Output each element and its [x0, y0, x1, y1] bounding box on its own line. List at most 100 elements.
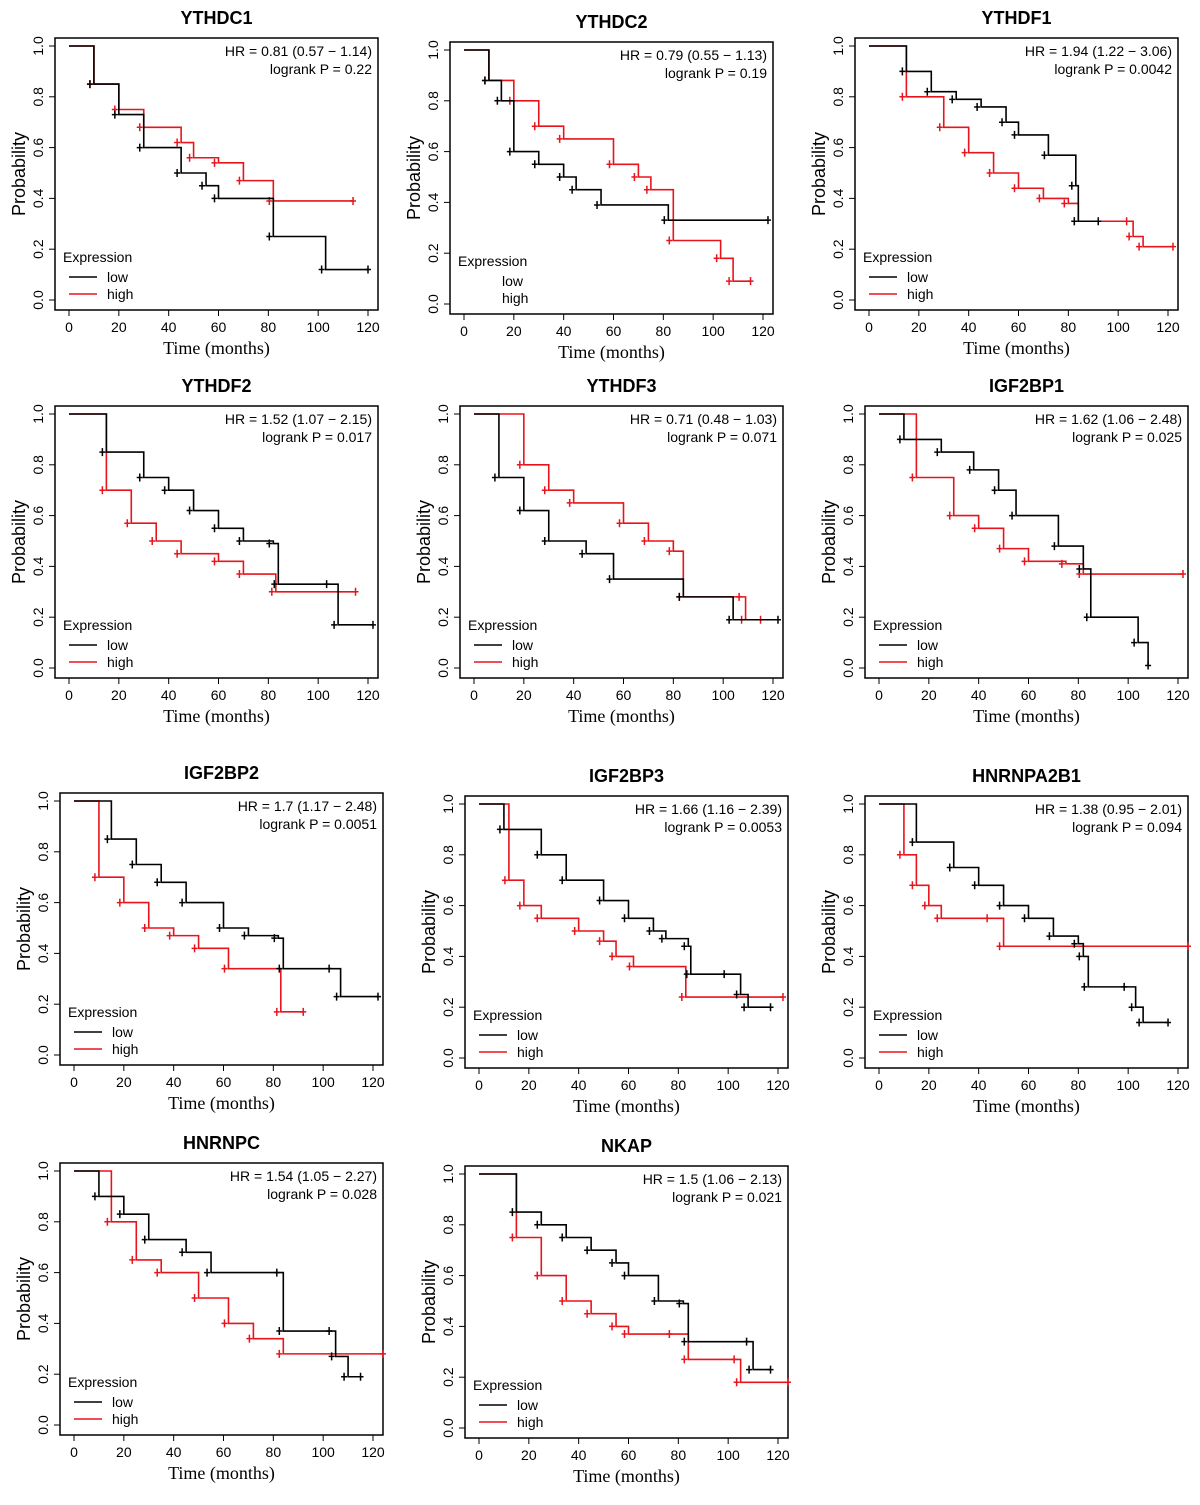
y-tick-label: 0.8	[840, 455, 856, 475]
censor-mark-low	[596, 896, 603, 905]
censor-mark-high	[1021, 557, 1028, 566]
x-tick-label: 20	[911, 319, 927, 335]
y-tick-label: 0.2	[35, 994, 51, 1014]
censor-mark-high	[779, 993, 786, 1002]
survival-curve-high	[879, 413, 1183, 575]
censor-mark-low	[369, 620, 376, 629]
censor-mark-low	[179, 1248, 186, 1257]
censor-mark-low	[676, 592, 683, 601]
survival-curve-high	[69, 413, 356, 593]
x-tick-label: 120	[361, 1074, 385, 1090]
x-tick-label: 0	[875, 1077, 883, 1093]
x-tick-label: 20	[116, 1074, 132, 1090]
censor-mark-low	[584, 1246, 591, 1255]
censor-mark-low	[896, 435, 903, 444]
censor-mark-high	[961, 148, 968, 157]
censor-mark-high	[268, 587, 275, 596]
legend-title: Expression	[468, 617, 537, 633]
survival-curve-low	[879, 803, 1169, 1024]
x-tick-label: 20	[111, 687, 127, 703]
x-tick-label: 20	[921, 687, 937, 703]
censor-mark-low	[541, 537, 548, 545]
x-tick-label: 40	[571, 1077, 587, 1093]
plot-frame	[449, 41, 774, 315]
y-tick-label: 0.6	[35, 893, 51, 913]
y-tick-label: 0.0	[30, 290, 46, 310]
hazard-ratio: HR = 0.71 (0.48 − 1.03)	[630, 411, 777, 427]
survival-curve-low	[869, 45, 1099, 223]
x-tick-label: 60	[616, 687, 632, 703]
chart-title: YTHDF2	[181, 376, 251, 396]
x-tick-label: 60	[1021, 687, 1037, 703]
y-tick-label: 0.8	[440, 845, 456, 865]
plot-frame	[54, 405, 379, 679]
survival-curve-high	[879, 803, 1188, 948]
censor-mark-low	[681, 1337, 688, 1346]
y-tick-label: 0.8	[35, 1212, 51, 1232]
censor-mark-high	[246, 1334, 253, 1343]
censor-mark-low	[271, 580, 278, 589]
survival-curve-high	[74, 1170, 383, 1355]
censor-mark-low	[741, 1003, 748, 1012]
censor-mark-low	[733, 990, 740, 999]
y-tick-label: 0.2	[30, 239, 46, 259]
censor-mark-low	[661, 216, 668, 225]
hazard-ratio: HR = 1.62 (1.06 − 2.48)	[1035, 411, 1182, 427]
censor-mark-low	[1136, 1018, 1143, 1027]
censor-mark-high	[909, 473, 916, 482]
legend-label-low: low	[107, 269, 129, 285]
y-tick-label: 0.6	[830, 138, 846, 158]
censor-mark-low	[767, 1003, 774, 1012]
x-tick-label: 0	[70, 1074, 78, 1090]
logrank-p: logrank P = 0.021	[672, 1189, 782, 1205]
censor-mark-low	[1041, 151, 1048, 160]
censor-mark-high	[236, 570, 243, 579]
censor-mark-low	[271, 934, 278, 943]
y-tick-label: 0.0	[830, 290, 846, 310]
hazard-ratio: HR = 1.66 (1.16 − 2.39)	[635, 801, 782, 817]
y-tick-label: 0.4	[440, 946, 456, 966]
logrank-p: logrank P = 0.017	[262, 429, 372, 445]
y-tick-label: 0.6	[840, 506, 856, 526]
y-tick-label: 0.2	[830, 239, 846, 259]
censor-mark-low	[1131, 638, 1138, 647]
censor-mark-low	[569, 185, 576, 194]
censor-mark-low	[333, 992, 340, 1001]
censor-mark-low	[179, 898, 186, 907]
y-tick-label: 0.2	[440, 997, 456, 1017]
x-tick-label: 0	[65, 687, 73, 703]
censor-mark-low	[204, 1268, 211, 1277]
y-tick-label: 0.6	[425, 142, 441, 162]
hazard-ratio: HR = 1.7 (1.17 − 2.48)	[238, 798, 377, 814]
censor-mark-high	[352, 587, 359, 596]
censor-mark-high	[509, 1233, 516, 1242]
censor-mark-low	[496, 825, 503, 834]
x-tick-label: 100	[711, 687, 735, 703]
plot-frame	[854, 37, 1179, 311]
x-tick-label: 20	[921, 1077, 937, 1093]
censor-mark-low	[1165, 1018, 1172, 1027]
censor-mark-high	[909, 881, 916, 890]
x-tick-label: 40	[556, 323, 572, 339]
censor-mark-low	[1071, 939, 1078, 948]
censor-mark-low	[676, 1299, 683, 1308]
hazard-ratio: HR = 1.38 (0.95 − 2.01)	[1035, 801, 1182, 817]
censor-mark-low	[646, 927, 653, 935]
censor-mark-high	[626, 962, 633, 971]
x-tick-label: 100	[1106, 319, 1130, 335]
censor-mark-high	[984, 914, 991, 923]
censor-mark-high	[666, 236, 673, 245]
legend-label-low: low	[112, 1024, 134, 1040]
censor-mark-high	[596, 937, 603, 946]
y-axis-label: Probability	[9, 500, 29, 584]
censor-mark-high	[946, 511, 953, 520]
survival-curve-low	[479, 1173, 771, 1371]
x-tick-label: 60	[216, 1444, 232, 1460]
x-tick-label: 20	[521, 1447, 537, 1463]
censor-mark-low	[116, 1210, 123, 1219]
censor-mark-high	[678, 993, 685, 1002]
km-panel-ythdf3: YTHDF3 0 20 40 60 80 100 120 0.0 0.2 0.4 0.6 0.8 1.0 T…	[405, 368, 805, 740]
hazard-ratio: HR = 0.79 (0.55 − 1.13)	[620, 47, 767, 63]
x-axis-label: Time (months)	[558, 342, 665, 363]
logrank-p: logrank P = 0.0053	[664, 819, 782, 835]
